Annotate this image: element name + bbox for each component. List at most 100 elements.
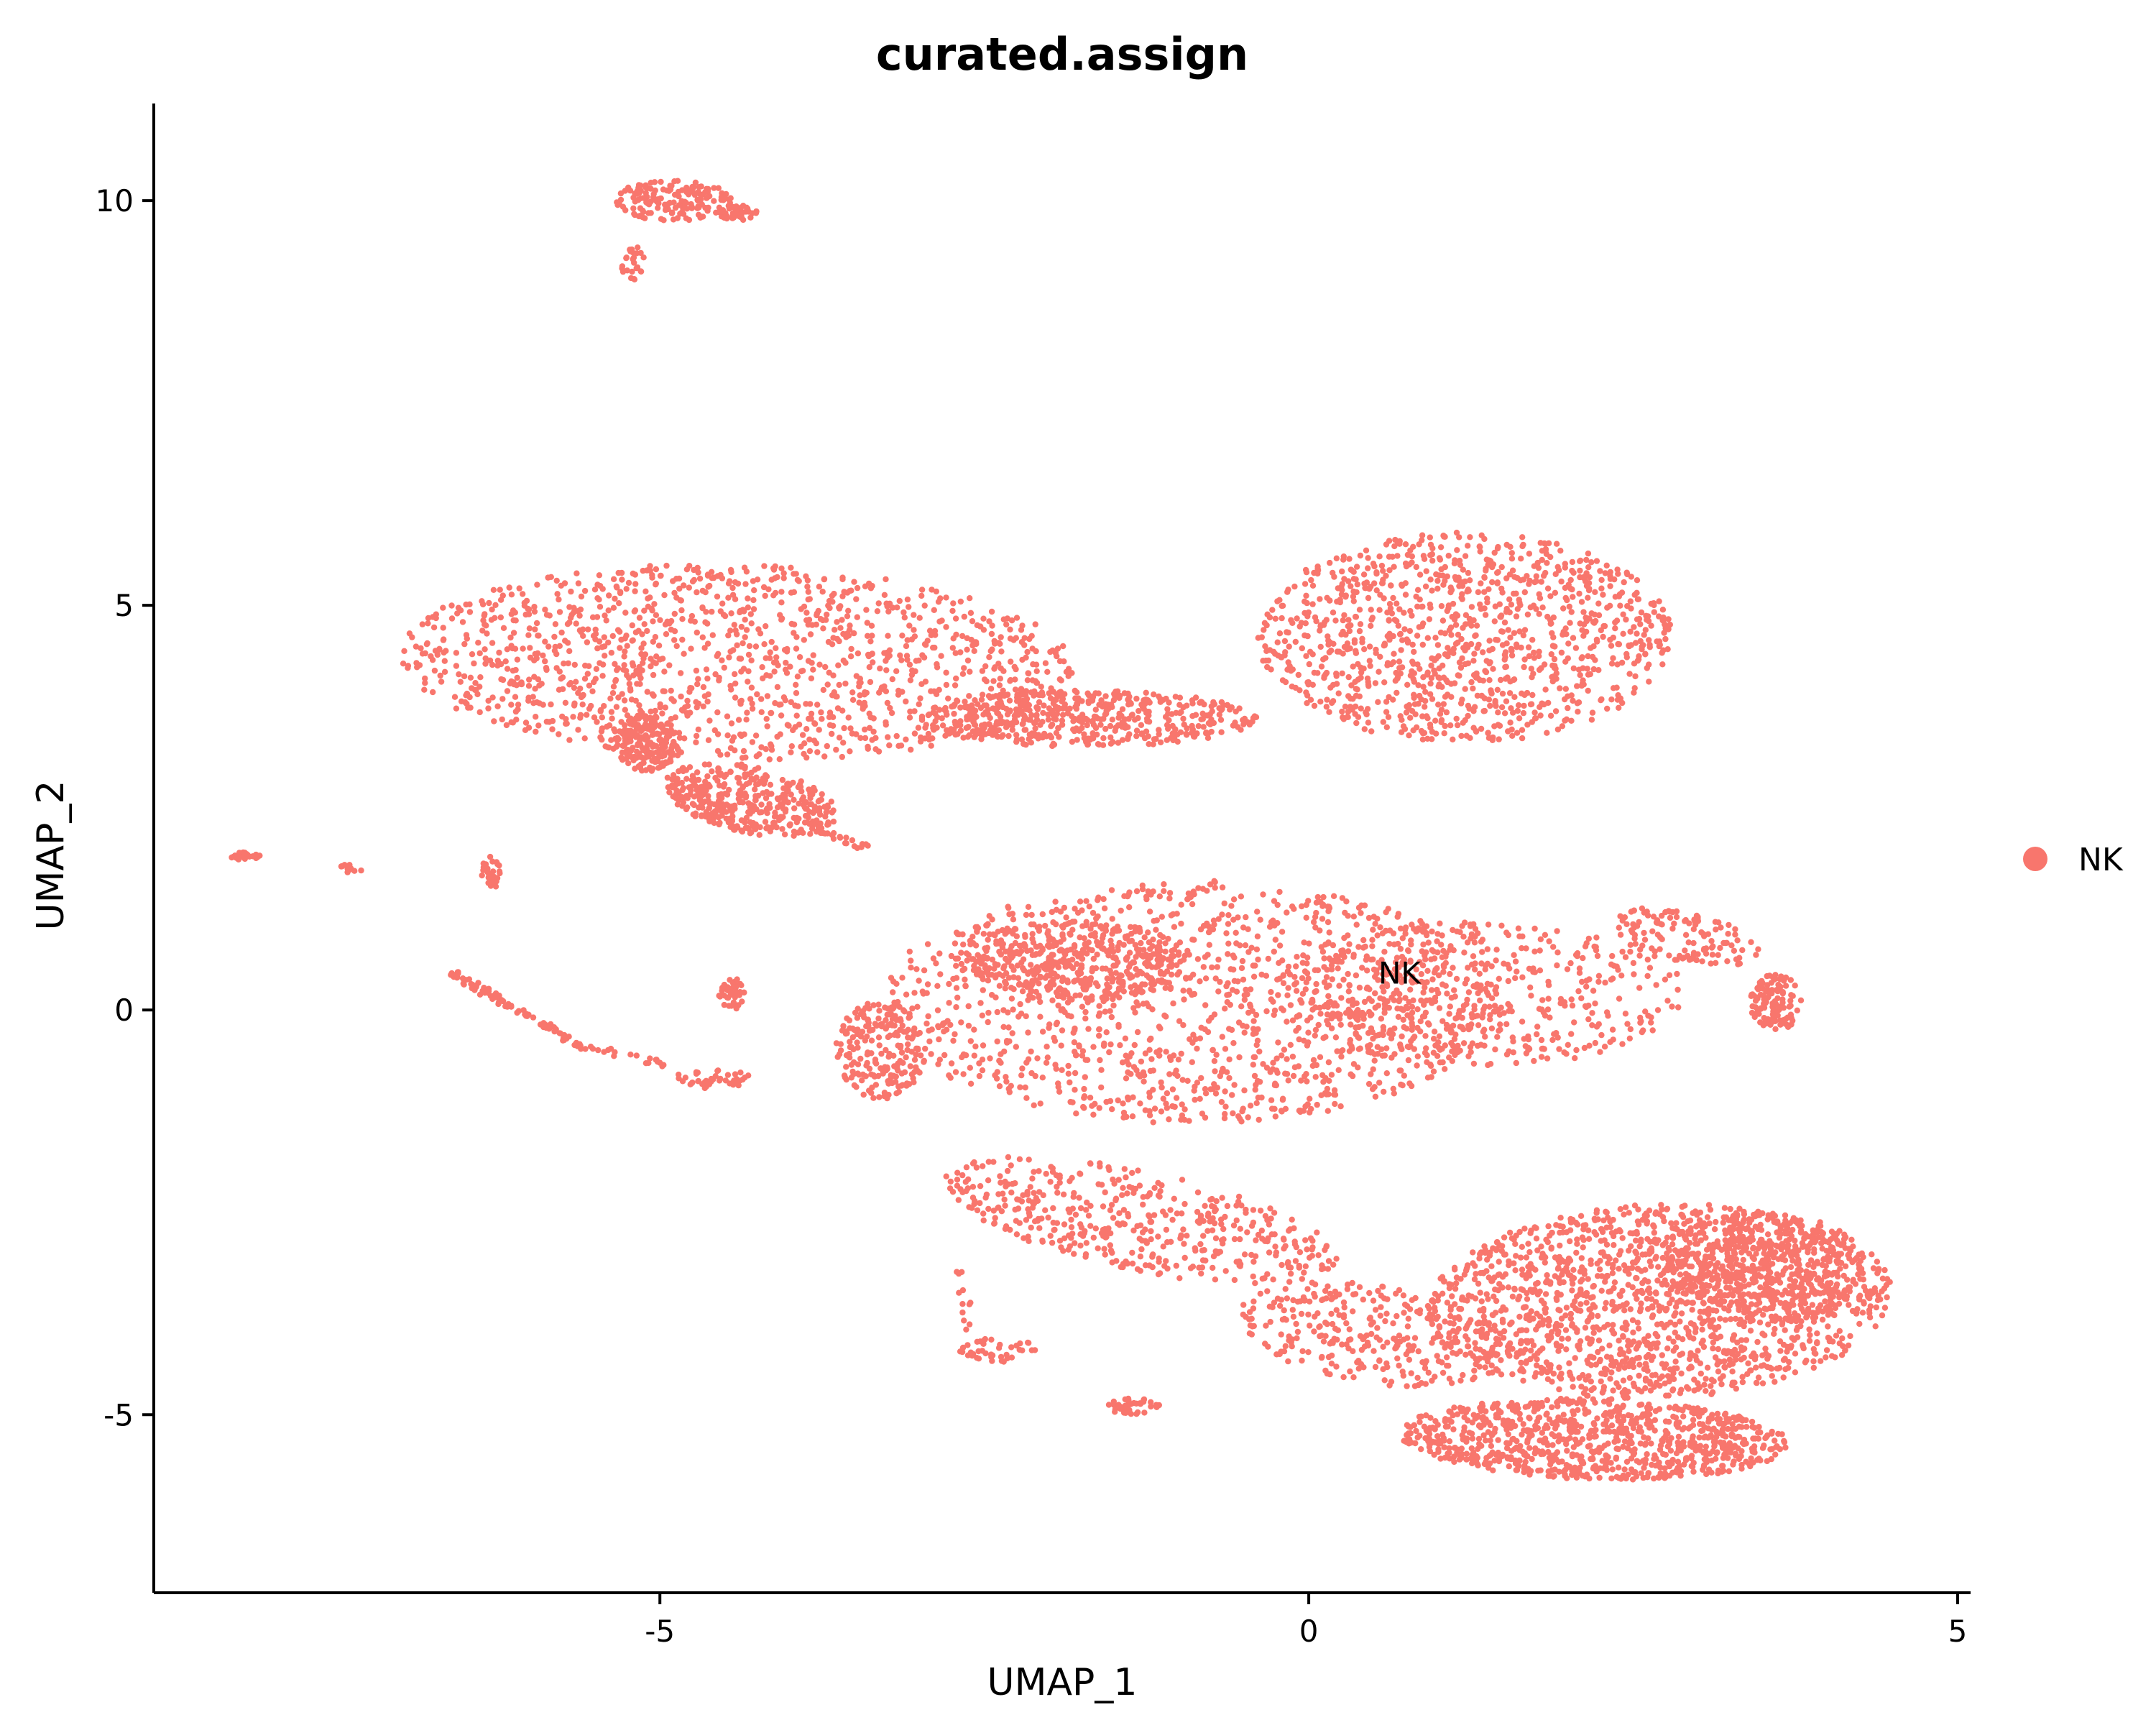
data-point-nk: [1570, 594, 1576, 600]
data-point-nk: [612, 661, 618, 667]
data-point-nk: [437, 672, 443, 679]
data-point-nk: [1024, 677, 1031, 684]
data-point-nk: [588, 702, 594, 709]
data-point-nk: [1474, 1013, 1480, 1019]
data-point-nk: [749, 739, 756, 745]
data-point-nk: [1332, 957, 1339, 965]
data-point-nk: [985, 1018, 991, 1026]
data-point-nk: [1568, 996, 1575, 1003]
data-point-nk: [1456, 534, 1462, 540]
data-point-nk: [623, 668, 630, 674]
data-point-nk: [834, 694, 840, 700]
data-point-nk: [1189, 1059, 1196, 1066]
data-point-nk: [1483, 668, 1490, 676]
data-point-nk: [1427, 691, 1434, 697]
data-point-nk: [1312, 614, 1319, 621]
data-point-nk: [750, 606, 757, 612]
data-point-nk: [1442, 578, 1448, 584]
data-point-nk: [888, 709, 895, 717]
data-point-nk: [1282, 678, 1289, 686]
data-point-nk: [1238, 727, 1244, 733]
data-point-nk: [1427, 1061, 1434, 1068]
data-point-nk: [758, 696, 765, 702]
data-point-nk: [589, 614, 596, 620]
data-point-nk: [1095, 690, 1102, 696]
data-point-nk: [597, 707, 604, 714]
data-point-nk: [1330, 569, 1336, 576]
data-point-nk: [1095, 897, 1101, 903]
data-point-nk: [1494, 569, 1501, 576]
data-point-nk: [854, 650, 862, 657]
data-point-nk: [1539, 700, 1545, 707]
data-point-nk: [1384, 660, 1391, 666]
data-point-nk: [649, 574, 655, 581]
data-point-nk: [1403, 1003, 1410, 1011]
data-point-nk: [932, 632, 939, 638]
data-point-nk: [1410, 997, 1416, 1004]
data-point-nk: [1254, 1037, 1261, 1044]
data-point-nk: [1569, 1002, 1576, 1009]
data-point-nk: [934, 714, 941, 721]
data-point-nk: [1579, 654, 1585, 661]
data-point-nk: [1554, 928, 1560, 934]
data-point-nk: [592, 676, 599, 682]
data-point-nk: [640, 640, 647, 647]
data-point-nk: [1432, 717, 1439, 724]
data-point-nk: [1180, 1022, 1187, 1029]
data-point-nk: [624, 643, 630, 649]
data-point-nk: [1430, 1049, 1437, 1056]
data-point-nk: [1113, 927, 1120, 934]
data-point-nk: [1307, 1014, 1314, 1021]
data-point-nk: [1444, 691, 1451, 698]
data-point-nk: [522, 611, 529, 618]
data-point-nk: [471, 660, 477, 667]
data-point-nk: [1007, 635, 1014, 642]
data-point-nk: [1180, 715, 1187, 722]
data-point-nk: [1271, 1011, 1277, 1018]
data-point-nk: [1092, 714, 1100, 720]
data-point-nk: [1285, 963, 1292, 970]
data-point-nk: [1101, 1040, 1107, 1047]
data-point-nk: [1497, 614, 1503, 620]
data-point-nk: [586, 663, 592, 669]
data-point-nk: [571, 700, 578, 707]
data-point-nk: [1674, 986, 1681, 993]
data-point-nk: [554, 591, 561, 597]
data-point-nk: [1508, 652, 1516, 659]
data-point-nk: [1037, 1013, 1044, 1020]
data-point-nk: [1428, 987, 1435, 993]
data-point-nk: [1299, 960, 1307, 966]
data-point-nk: [778, 617, 785, 623]
data-point-nk: [883, 722, 890, 728]
data-point-nk: [549, 726, 556, 732]
data-point-nk: [545, 574, 551, 581]
data-point-nk: [998, 733, 1005, 740]
data-point-nk: [985, 1009, 992, 1016]
data-point-nk: [1358, 674, 1364, 681]
data-point-nk: [969, 618, 976, 625]
data-point-nk: [1468, 604, 1475, 610]
data-point-nk: [1222, 1088, 1228, 1095]
data-point-nk: [1480, 708, 1487, 714]
data-point-nk: [1447, 589, 1454, 596]
data-point-nk: [1256, 1048, 1263, 1055]
data-point-nk: [763, 746, 770, 753]
data-point-nk: [636, 663, 642, 671]
data-point-nk: [489, 606, 495, 613]
data-point-nk: [1303, 914, 1309, 921]
data-point-nk: [1044, 942, 1051, 949]
data-point-nk: [1381, 679, 1388, 686]
data-point-nk: [1325, 993, 1332, 1000]
data-point-nk: [1033, 704, 1040, 711]
data-point-nk: [1023, 741, 1029, 748]
data-point-nk: [1404, 681, 1411, 688]
data-point-nk: [1565, 640, 1572, 647]
data-point-nk: [893, 668, 900, 674]
data-point-nk: [602, 743, 609, 750]
data-point-nk: [974, 928, 980, 934]
data-point-nk: [1317, 927, 1323, 934]
data-point-nk: [979, 732, 985, 740]
data-point-nk: [788, 699, 795, 706]
data-point-nk: [503, 722, 510, 729]
data-point-nk: [1554, 962, 1560, 969]
